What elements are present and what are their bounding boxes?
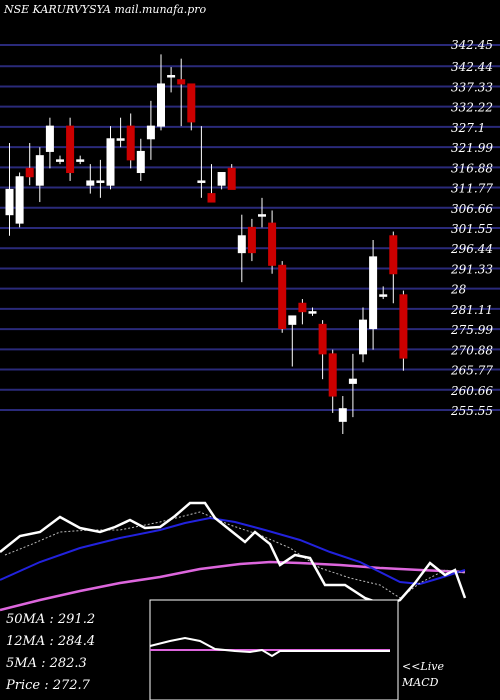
candle-up: [136, 150, 145, 174]
y-tick-label: 332.22: [451, 101, 493, 115]
candle-down: [227, 167, 236, 190]
candle-down: [399, 294, 408, 359]
candle-up: [15, 176, 24, 224]
candle-down: [268, 222, 277, 266]
candle-down: [328, 353, 337, 397]
macd-line: [149, 636, 390, 658]
candle-up: [288, 315, 297, 325]
y-tick-label: 306.66: [451, 202, 493, 216]
candle-up: [45, 125, 54, 152]
candle-up: [35, 155, 44, 186]
y-tick-label: 291.33: [450, 262, 493, 276]
y-tick-label: 316.88: [451, 161, 493, 175]
y-tick-label: 342.45: [451, 38, 493, 52]
candle-up: [106, 138, 115, 186]
candle-down: [298, 302, 307, 313]
candle-down: [187, 83, 196, 123]
y-tick-label: 311.77: [451, 182, 493, 196]
candle-up: [146, 125, 155, 140]
ma50-readout: 50MA : 291.2: [6, 612, 96, 627]
candle-up: [359, 319, 367, 355]
candle-up: [369, 256, 378, 330]
macd-label: MACD: [402, 676, 439, 689]
ma-mid-line: [0, 516, 466, 586]
candle-up: [348, 378, 357, 384]
candle-up: [308, 311, 317, 314]
y-tick-label: 270.88: [450, 343, 493, 357]
candle-up: [86, 180, 95, 186]
moving-average-lines: [0, 501, 467, 612]
candle-down: [177, 79, 186, 85]
candle-down: [66, 125, 75, 174]
candle-up: [5, 188, 14, 216]
price-gridlines: [0, 44, 500, 411]
candle-up: [338, 408, 347, 422]
candle-down: [25, 167, 34, 178]
y-tick-label: 342.44: [451, 60, 493, 74]
y-tick-label: 275.99: [450, 323, 493, 337]
candle-up: [167, 75, 176, 78]
price-readout: Price : 272.7: [6, 678, 90, 693]
price-axis-labels: 342.45 342.44 337.33 332.22 327.1 321.99 316.8…: [450, 38, 493, 418]
candle-up: [96, 180, 105, 183]
candle-up: [157, 83, 165, 127]
chart-title: NSE KARURVYSYA mail.munafa.pro: [4, 3, 207, 16]
y-tick-label: 28: [450, 283, 467, 297]
y-tick-label: 281.11: [450, 303, 493, 317]
candle-up: [237, 235, 246, 254]
candle-up: [258, 214, 266, 217]
candle-down: [278, 264, 287, 330]
y-tick-label: 301.55: [451, 222, 493, 236]
y-tick-label: 321.99: [451, 141, 493, 155]
y-tick-label: 337.33: [451, 80, 493, 94]
candle-down: [389, 235, 398, 275]
candle-up: [76, 159, 85, 162]
ma5-readout: 5MA : 282.3: [6, 656, 87, 671]
y-tick-label: 265.77: [450, 364, 493, 378]
candle-down: [247, 226, 256, 254]
candle-up: [217, 172, 226, 186]
ma-fast-line: [0, 501, 467, 607]
candle-down: [207, 193, 216, 203]
y-tick-label: 327.1: [451, 121, 485, 135]
ma12-readout: 12MA : 284.4: [6, 634, 96, 649]
y-tick-label: 260.66: [450, 384, 493, 398]
candle-up: [197, 180, 206, 183]
candle-down: [318, 323, 327, 355]
candle-up: [116, 138, 125, 141]
candle-down: [126, 125, 135, 161]
y-tick-label: 296.44: [450, 242, 493, 256]
candlestick-series: [5, 54, 408, 434]
live-label: <<Live: [402, 660, 444, 673]
candle-up: [379, 294, 388, 297]
candle-up: [56, 159, 64, 162]
y-tick-label: 255.55: [450, 404, 493, 418]
ma-long-line: [0, 560, 466, 612]
macd-panel: [149, 599, 399, 700]
